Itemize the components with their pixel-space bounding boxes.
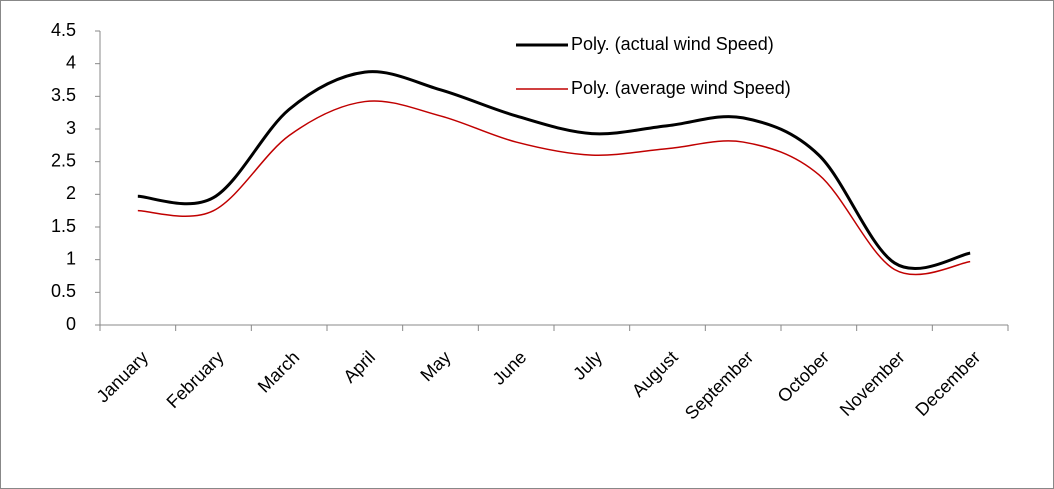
- y-tick-label: 0.5: [51, 281, 76, 301]
- y-tick-label: 3: [66, 118, 76, 138]
- y-tick-label: 1.5: [51, 216, 76, 236]
- y-tick-label: 4.5: [51, 20, 76, 40]
- y-tick-label: 2.5: [51, 150, 76, 170]
- y-tick-label: 0: [66, 314, 76, 334]
- series-line: [137, 100, 971, 276]
- y-tick-label: 4: [66, 52, 76, 72]
- legend-label: Poly. (actual wind Speed): [571, 34, 774, 54]
- legend-label: Poly. (average wind Speed): [571, 78, 791, 98]
- y-tick-label: 2: [66, 183, 76, 203]
- y-tick-label: 3.5: [51, 85, 76, 105]
- y-tick-label: 1: [66, 248, 76, 268]
- series-line: [137, 70, 971, 270]
